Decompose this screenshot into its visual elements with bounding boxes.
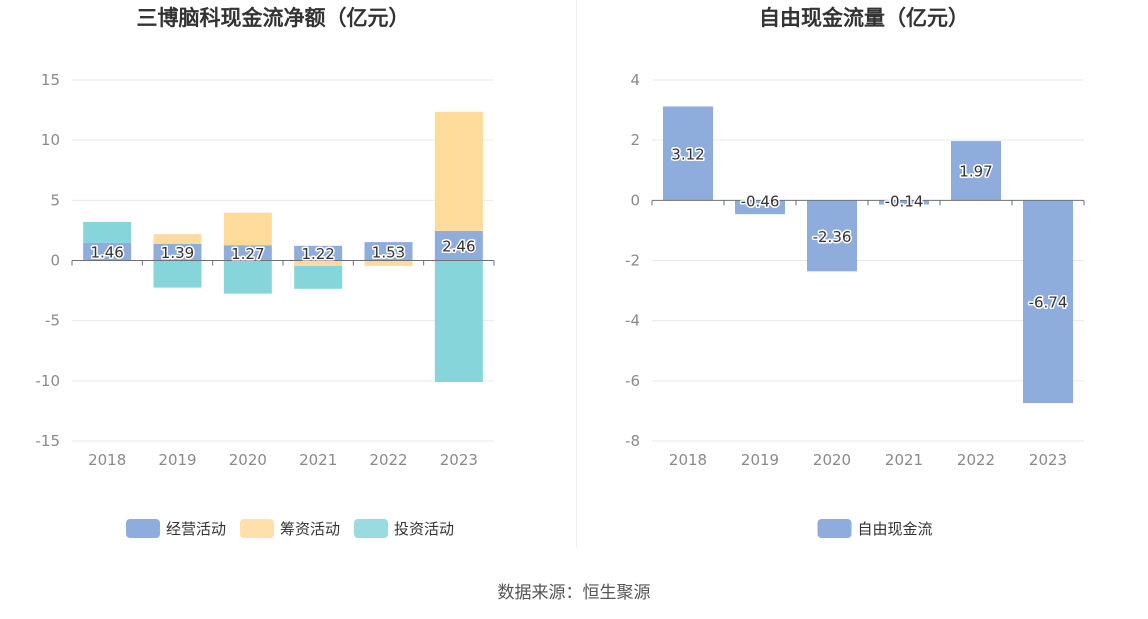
legend-item[interactable]: 经营活动 [126,519,226,538]
bar-investing [153,260,202,288]
x-tick-label: 2019 [741,451,779,469]
data-label: -0.14 [885,192,924,210]
legend-label: 自由现金流 [858,520,933,538]
legend-swatch [240,519,274,538]
y-tick-label: -10 [36,372,61,390]
legend-label: 筹资活动 [280,520,340,538]
x-tick-label: 2023 [440,451,478,469]
y-tick-label: 4 [630,71,640,89]
y-tick-label: 2 [630,131,640,149]
bar-free-cash-flow [735,200,785,215]
data-label: -0.46 [741,192,780,210]
x-tick-label: 2020 [229,451,267,469]
legend-label: 经营活动 [166,520,226,538]
y-tick-label: -8 [625,432,640,450]
bar-free-cash-flow [879,200,929,205]
bar-free-cash-flow [807,200,857,272]
free-cash-flow-chart: 自由现金流量（亿元） 4 2 0 -2 -4 -6 -8 2018 2019 2020 2021 202… [625,6,1085,538]
bar-financing [434,111,483,231]
bar-operating [223,245,272,261]
bar-financing [364,260,413,266]
x-tick-label: 2018 [669,451,707,469]
legend-swatch [817,519,852,538]
data-label: 2.46 [442,238,475,256]
data-label: -2.36 [813,228,852,246]
chart-title: 自由现金流量（亿元） [759,6,969,30]
bar-investing [83,221,132,243]
data-label: 1.22 [301,245,334,263]
source-note: 数据来源：恒生聚源 [497,583,651,603]
x-tick-label: 2021 [299,451,337,469]
bar-operating [153,243,202,261]
chart-divider [576,0,577,548]
bar-operating [434,230,483,261]
y-tick-label: -15 [36,432,61,450]
legend-label: 投资活动 [394,520,454,538]
data-label: -6.74 [1029,294,1068,312]
x-tick-label: 2021 [885,451,923,469]
x-tick-label: 2018 [88,451,126,469]
y-tick-label: 10 [41,131,60,149]
y-tick-label: -4 [625,312,640,330]
legend-item[interactable]: 自由现金流 [817,519,933,538]
bar-free-cash-flow [951,141,1001,201]
data-label: 3.12 [671,145,704,163]
y-tick-label: -5 [45,312,60,330]
data-label: 1.53 [372,243,405,261]
bar-investing [223,260,272,294]
bar-financing [223,212,272,246]
bar-operating [83,242,132,261]
x-tick-label: 2022 [369,451,407,469]
x-tick-label: 2020 [813,451,851,469]
x-tick-label: 2023 [1029,451,1067,469]
data-label: 1.97 [959,163,992,181]
bar-financing [153,234,202,244]
bar-operating [294,245,343,261]
x-tick-label: 2022 [957,451,995,469]
y-tick-label: -6 [625,372,640,390]
data-label: 1.46 [90,244,123,262]
y-tick-label: 0 [630,191,640,209]
legend-swatch [354,519,388,538]
cash-flow-net-chart: 三博脑科现金流净额（亿元） 15 10 5 0 -5 -10 -15 2018 2019 2020 2… [36,6,495,538]
y-tick-label: -2 [625,252,640,270]
legend-item[interactable]: 筹资活动 [240,519,340,538]
bar-financing [294,260,343,266]
y-tick-label: 0 [50,252,60,270]
legend-swatch [126,519,160,538]
data-label: 1.39 [161,244,194,262]
y-tick-label: 5 [50,191,60,209]
bar-free-cash-flow [1023,200,1073,404]
bar-investing [434,260,483,383]
legend-item[interactable]: 投资活动 [354,519,454,538]
bar-operating [364,242,413,261]
bar-investing [294,265,343,289]
y-tick-label: 15 [41,71,60,89]
bar-free-cash-flow [663,106,713,201]
x-tick-label: 2019 [158,451,196,469]
chart-title: 三博脑科现金流净额（亿元） [137,6,410,30]
data-label: 1.27 [231,245,264,263]
